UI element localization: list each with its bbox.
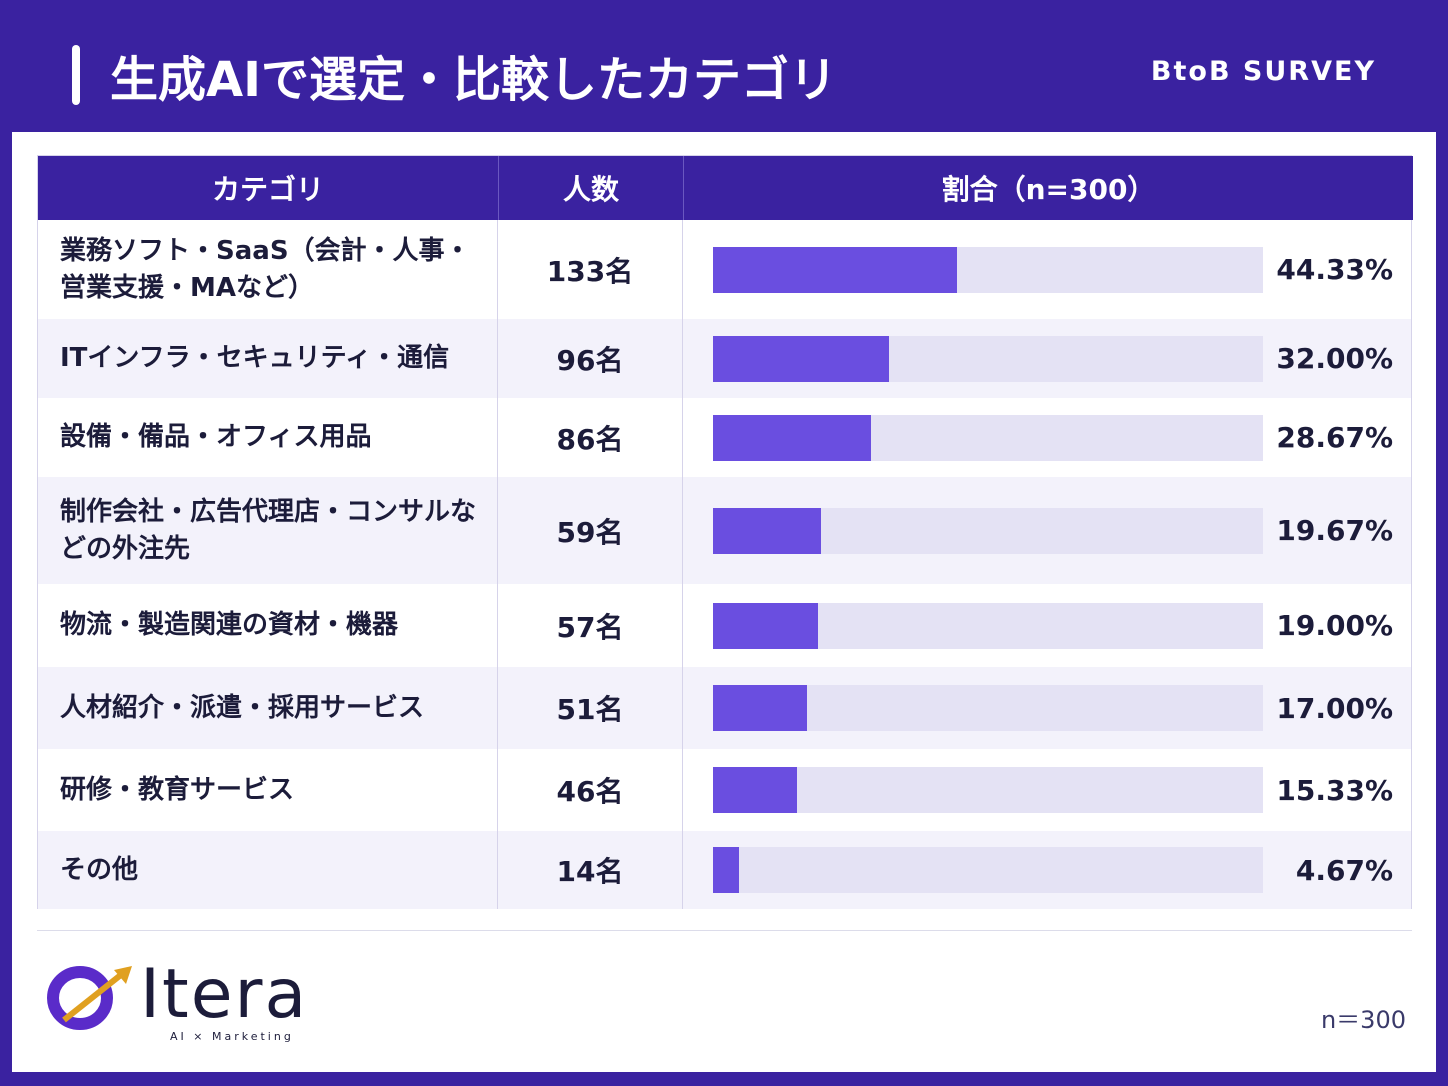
count: 51名: [498, 667, 683, 749]
logo-sub: AI × Marketing: [170, 1030, 294, 1043]
category: ITインフラ・セキュリティ・通信: [38, 319, 498, 398]
bar-track: [713, 847, 1263, 893]
sample-note: n＝300: [1320, 1006, 1406, 1034]
bar: [713, 602, 818, 649]
count: 59名: [498, 477, 683, 584]
logo-text: Itera: [140, 955, 309, 1034]
logo-mark: [47, 966, 132, 1030]
value-label: 17.00%: [1276, 691, 1393, 725]
page-title: 生成AIで選定・比較したカテゴリ: [110, 52, 838, 108]
tag: BtoB SURVEY: [1150, 56, 1376, 87]
bar: [713, 767, 798, 813]
column-header: 人数: [498, 156, 683, 220]
value-label: 28.67%: [1276, 421, 1393, 454]
count: 57名: [498, 584, 683, 667]
count: 133名: [498, 220, 683, 319]
category: 人材紹介・派遣・採用サービス: [38, 667, 498, 749]
bar: [713, 335, 889, 382]
value-label: 15.33%: [1276, 773, 1393, 807]
bar: [713, 507, 822, 554]
count: 86名: [498, 398, 683, 477]
bar: [713, 246, 957, 293]
bar: [713, 685, 807, 731]
value-label: 32.00%: [1276, 342, 1393, 375]
category: 業務ソフト・SaaS（会計・人事・営業支援・MAなど）: [38, 220, 498, 319]
bar-track: [713, 767, 1263, 813]
value-label: 19.00%: [1276, 609, 1393, 642]
category: その他: [38, 831, 498, 909]
category: 研修・教育サービス: [38, 749, 498, 831]
bar: [713, 847, 739, 893]
count: 14名: [498, 831, 683, 909]
divider: [37, 930, 1412, 931]
column-header: 割合（n=300）: [683, 156, 1413, 220]
column-header: カテゴリ: [38, 156, 498, 220]
value-label: 19.67%: [1276, 514, 1393, 547]
category: 物流・製造関連の資材・機器: [38, 584, 498, 667]
value-label: 4.67%: [1295, 853, 1393, 887]
count: 46名: [498, 749, 683, 831]
value-label: 44.33%: [1276, 253, 1393, 286]
table: カテゴリ 人数 割合（n=300） 業務ソフト・SaaS（会計・人事・営業支援・MAな…: [37, 155, 1413, 909]
count: 96名: [498, 319, 683, 398]
category: 制作会社・広告代理店・コンサルなどの外注先: [38, 477, 498, 584]
category: 設備・備品・オフィス用品: [38, 398, 498, 477]
bar: [713, 414, 871, 461]
title-accent: [72, 45, 80, 105]
